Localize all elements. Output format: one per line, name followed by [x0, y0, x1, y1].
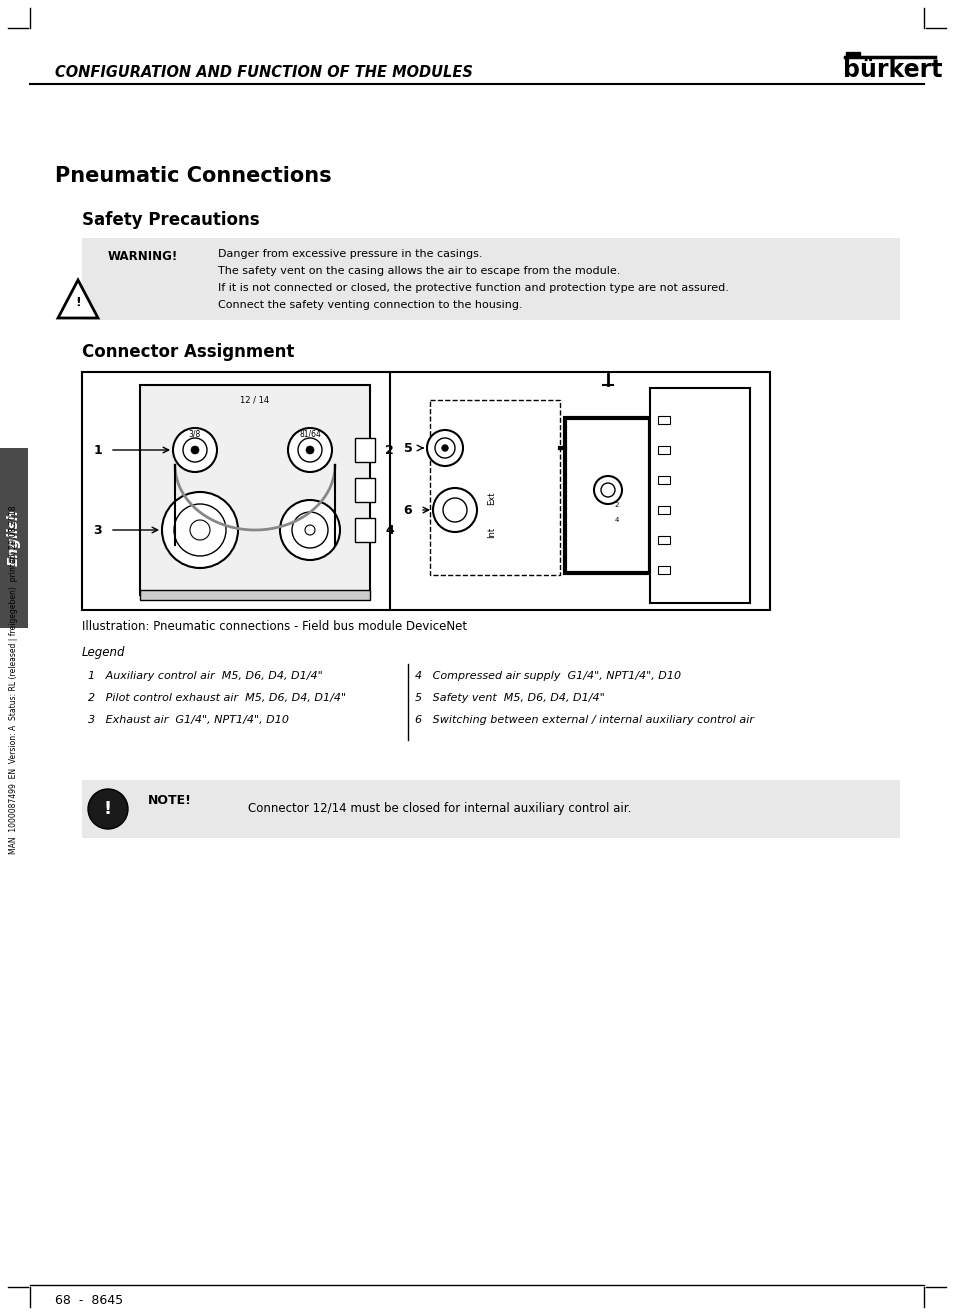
Circle shape: [427, 430, 462, 466]
Text: 2: 2: [385, 443, 394, 456]
FancyBboxPatch shape: [355, 518, 375, 542]
Text: Illustration: Pneumatic connections - Field bus module DeviceNet: Illustration: Pneumatic connections - Fi…: [82, 619, 467, 633]
FancyBboxPatch shape: [658, 476, 669, 484]
Text: Connector 12/14 must be closed for internal auxiliary control air.: Connector 12/14 must be closed for inter…: [248, 802, 631, 814]
Text: Int: Int: [486, 526, 496, 538]
FancyBboxPatch shape: [82, 372, 769, 610]
Polygon shape: [58, 280, 98, 318]
Text: CONFIGURATION AND FUNCTION OF THE MODULES: CONFIGURATION AND FUNCTION OF THE MODULE…: [55, 64, 473, 79]
FancyBboxPatch shape: [564, 418, 649, 573]
FancyBboxPatch shape: [355, 477, 375, 502]
Text: 2   Pilot control exhaust air  M5, D6, D4, D1/4": 2 Pilot control exhaust air M5, D6, D4, …: [88, 693, 346, 704]
FancyBboxPatch shape: [658, 537, 669, 544]
Text: NOTE!: NOTE!: [148, 793, 192, 806]
Text: Danger from excessive pressure in the casings.: Danger from excessive pressure in the ca…: [218, 249, 482, 259]
Circle shape: [162, 492, 237, 568]
Text: 5: 5: [403, 442, 412, 455]
Circle shape: [600, 483, 615, 497]
Text: Ext: Ext: [486, 492, 496, 505]
Text: 6   Switching between external / internal auxiliary control air: 6 Switching between external / internal …: [415, 715, 753, 725]
Text: The safety vent on the casing allows the air to escape from the module.: The safety vent on the casing allows the…: [218, 266, 619, 276]
Circle shape: [594, 476, 621, 504]
FancyBboxPatch shape: [140, 590, 370, 600]
Text: 5   Safety vent  M5, D6, D4, D1/4": 5 Safety vent M5, D6, D4, D1/4": [415, 693, 604, 704]
Text: 3/8: 3/8: [189, 430, 201, 438]
Text: 4: 4: [615, 517, 618, 523]
Text: 6: 6: [403, 504, 412, 517]
Circle shape: [305, 525, 314, 535]
Text: 3: 3: [93, 523, 102, 537]
Text: If it is not connected or closed, the protective function and protection type ar: If it is not connected or closed, the pr…: [218, 283, 728, 293]
Circle shape: [183, 438, 207, 462]
Circle shape: [292, 512, 328, 548]
Text: 3   Exhaust air  G1/4", NPT1/4", D10: 3 Exhaust air G1/4", NPT1/4", D10: [88, 715, 289, 725]
Text: !: !: [104, 800, 112, 818]
Text: MAN  1000087499  EN  Version: A  Status: RL (released | freigegeben)  printed: 2: MAN 1000087499 EN Version: A Status: RL …: [10, 506, 18, 855]
Text: Connect the safety venting connection to the housing.: Connect the safety venting connection to…: [218, 300, 522, 310]
Circle shape: [441, 444, 448, 451]
FancyBboxPatch shape: [658, 446, 669, 454]
Text: 1: 1: [93, 443, 102, 456]
FancyBboxPatch shape: [82, 238, 899, 320]
Text: bürkert: bürkert: [842, 58, 942, 82]
FancyBboxPatch shape: [430, 400, 559, 575]
Text: Pneumatic Connections: Pneumatic Connections: [55, 166, 332, 185]
Text: 4   Compressed air supply  G1/4", NPT1/4", D10: 4 Compressed air supply G1/4", NPT1/4", …: [415, 671, 680, 681]
Text: 81/64: 81/64: [298, 430, 320, 438]
FancyBboxPatch shape: [658, 506, 669, 514]
Text: Connector Assignment: Connector Assignment: [82, 343, 294, 362]
FancyBboxPatch shape: [355, 438, 375, 462]
Circle shape: [433, 488, 476, 533]
Text: English: English: [7, 510, 21, 567]
Circle shape: [442, 498, 467, 522]
Circle shape: [173, 504, 226, 556]
Text: Safety Precautions: Safety Precautions: [82, 210, 259, 229]
Circle shape: [280, 500, 339, 560]
FancyBboxPatch shape: [658, 565, 669, 575]
Circle shape: [88, 789, 128, 828]
Circle shape: [288, 427, 332, 472]
FancyBboxPatch shape: [658, 416, 669, 423]
Text: 68  -  8645: 68 - 8645: [55, 1294, 123, 1307]
Circle shape: [435, 438, 455, 458]
Text: 1   Auxiliary control air  M5, D6, D4, D1/4": 1 Auxiliary control air M5, D6, D4, D1/4…: [88, 671, 322, 681]
Text: !: !: [75, 296, 81, 309]
Circle shape: [172, 427, 216, 472]
Text: WARNING!: WARNING!: [108, 250, 178, 263]
Text: 12 / 14: 12 / 14: [240, 396, 270, 405]
Circle shape: [191, 446, 199, 454]
Text: 4: 4: [385, 523, 394, 537]
FancyBboxPatch shape: [0, 448, 28, 629]
Text: Legend: Legend: [82, 646, 126, 659]
FancyBboxPatch shape: [140, 385, 370, 594]
Circle shape: [297, 438, 322, 462]
Circle shape: [306, 446, 314, 454]
FancyBboxPatch shape: [82, 780, 899, 838]
FancyBboxPatch shape: [649, 388, 749, 604]
Circle shape: [190, 519, 210, 540]
Text: 2: 2: [615, 502, 618, 508]
